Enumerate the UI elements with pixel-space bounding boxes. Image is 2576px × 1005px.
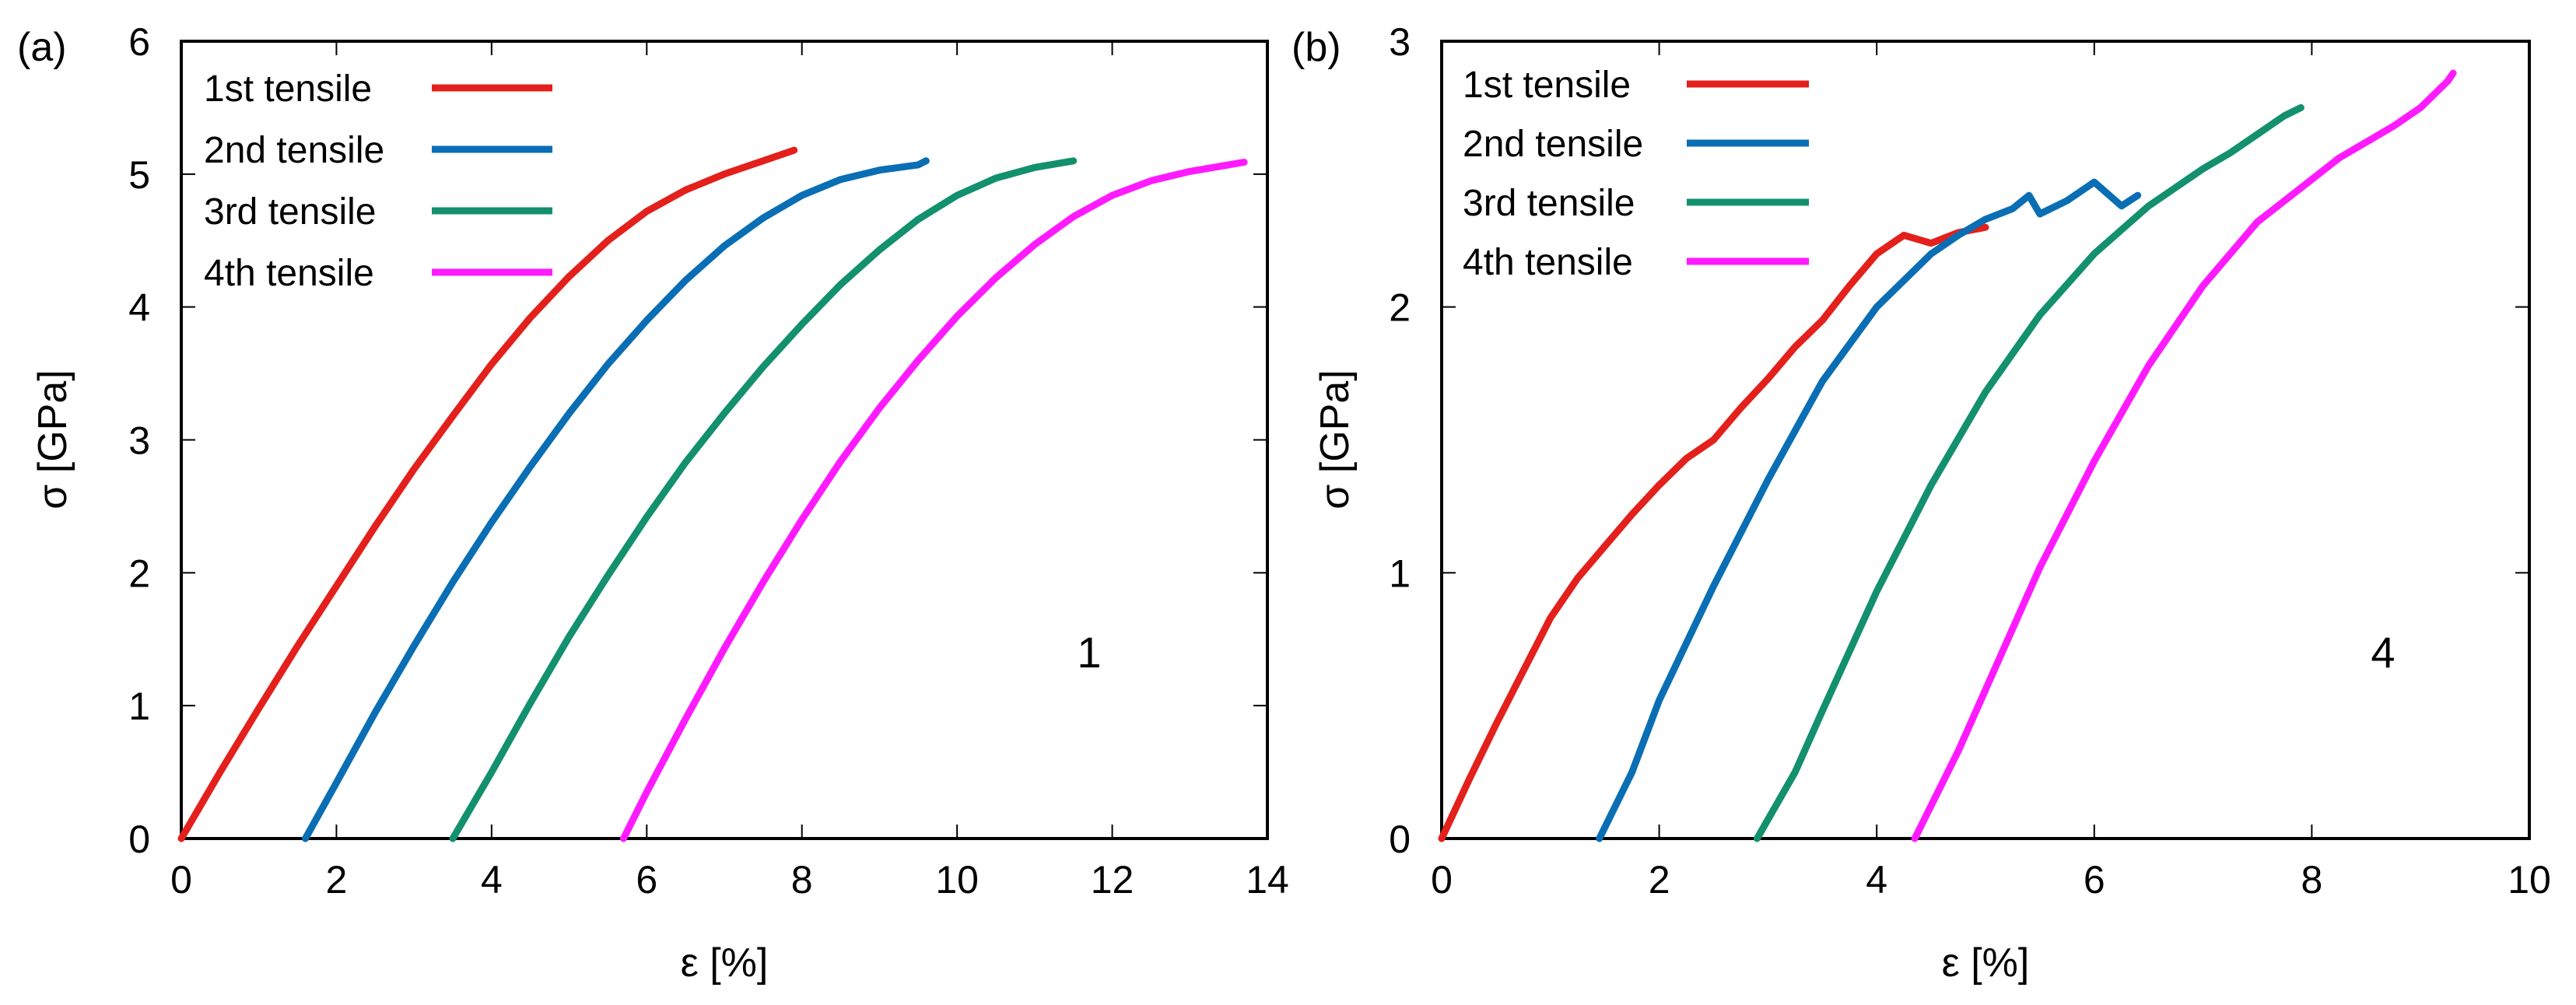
x-tick-label: 2 xyxy=(326,858,348,902)
x-tick-label: 8 xyxy=(2301,858,2322,902)
x-axis-title: ε [%] xyxy=(681,940,769,986)
series-line-3 xyxy=(1753,103,2304,842)
legend-label: 1st tensile xyxy=(204,68,372,110)
series-line-1 xyxy=(1438,223,1989,842)
series-line-2 xyxy=(1596,178,2142,842)
y-tick-label: 0 xyxy=(1389,818,1411,861)
y-axis-title: σ [GPa] xyxy=(30,369,75,510)
x-tick-label: 8 xyxy=(791,858,813,902)
x-tick-label: 4 xyxy=(481,858,503,902)
x-tick-label: 0 xyxy=(1431,858,1453,902)
y-axis-title: σ [GPa] xyxy=(1313,369,1358,510)
x-tick-label: 10 xyxy=(2508,858,2551,902)
series-line-2 xyxy=(302,157,930,842)
panel-annotation: 1 xyxy=(1077,628,1101,677)
series-line-3 xyxy=(449,157,1078,842)
x-tick-label: 0 xyxy=(170,858,192,902)
y-tick-label: 2 xyxy=(1389,286,1411,330)
panel-b: 0 2 4 6 8 10 0 1 2 3 ε [%] σ [GPa] (b) 4 1st tensile 2n… xyxy=(1292,20,2551,986)
y-tick-label: 0 xyxy=(128,818,150,861)
legend-label: 4th tensile xyxy=(204,253,374,294)
y-tick-label: 5 xyxy=(128,153,150,197)
plot-frame xyxy=(1440,40,2531,840)
x-tick-label: 6 xyxy=(636,858,657,902)
legend-label: 2nd tensile xyxy=(204,130,384,171)
legend-label: 2nd tensile xyxy=(1463,124,1643,165)
legend-label: 3rd tensile xyxy=(204,191,376,233)
y-tick-label: 4 xyxy=(128,286,150,330)
y-tick-label: 1 xyxy=(128,685,150,728)
x-tick-label: 4 xyxy=(1866,858,1887,902)
legend-label: 1st tensile xyxy=(1463,65,1631,106)
legend-label: 4th tensile xyxy=(1463,242,1633,283)
series-line-4 xyxy=(1911,69,2457,842)
y-tick-label: 3 xyxy=(1389,20,1411,64)
panel-label: (b) xyxy=(1292,25,1341,70)
series-line-4 xyxy=(619,159,1248,842)
panel-annotation: 4 xyxy=(2371,628,2395,677)
x-tick-label: 12 xyxy=(1091,858,1134,902)
x-axis-title: ε [%] xyxy=(1942,940,2030,986)
y-tick-label: 6 xyxy=(128,20,150,64)
x-tick-label: 10 xyxy=(935,858,979,902)
legend-label: 3rd tensile xyxy=(1463,183,1635,224)
y-tick-label: 3 xyxy=(128,419,150,463)
y-tick-label: 1 xyxy=(1389,552,1411,595)
x-tick-label: 2 xyxy=(1649,858,1670,902)
y-tick-label: 2 xyxy=(128,552,150,595)
panel-label: (a) xyxy=(17,25,67,70)
x-tick-label: 6 xyxy=(2084,858,2105,902)
series-line-1 xyxy=(177,146,798,842)
x-tick-label: 14 xyxy=(1246,858,1289,902)
